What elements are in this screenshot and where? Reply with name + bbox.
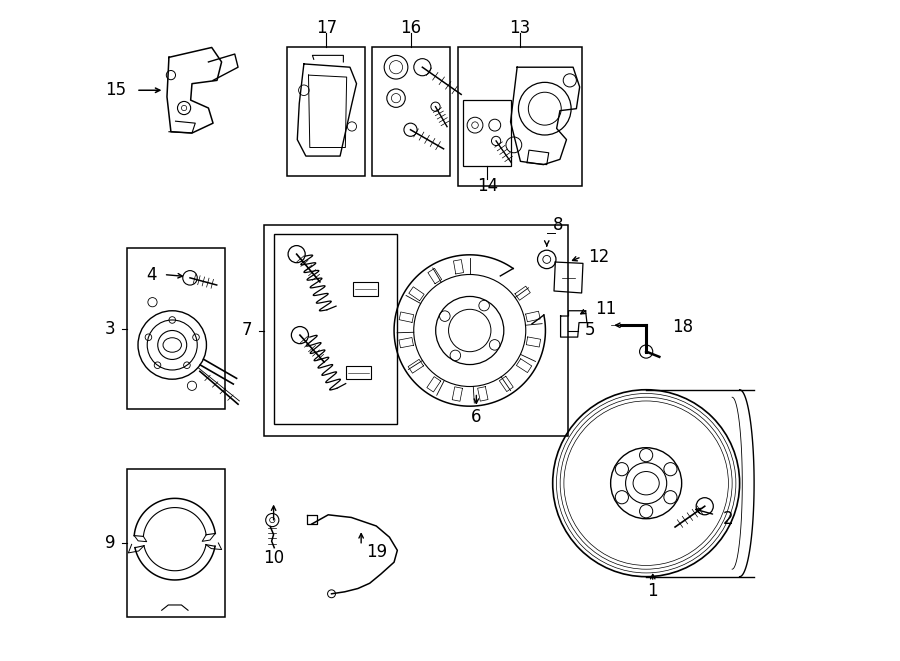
Text: 15: 15 <box>105 81 126 99</box>
Bar <box>128 249 225 409</box>
Bar <box>464 100 511 166</box>
Text: 10: 10 <box>263 549 284 566</box>
Bar <box>458 48 581 186</box>
Bar <box>274 235 397 424</box>
Text: 5: 5 <box>585 321 596 340</box>
Text: 17: 17 <box>316 19 337 37</box>
Text: 13: 13 <box>509 19 530 37</box>
Text: 3: 3 <box>105 320 115 338</box>
Bar <box>346 366 371 379</box>
Text: 2: 2 <box>724 510 733 528</box>
Text: 11: 11 <box>595 301 616 319</box>
Bar <box>265 225 569 436</box>
Text: 12: 12 <box>589 248 609 266</box>
Text: 4: 4 <box>147 266 158 284</box>
Text: 7: 7 <box>242 321 253 340</box>
Bar <box>373 48 450 176</box>
Text: 19: 19 <box>365 543 387 561</box>
Bar <box>128 469 225 617</box>
Text: 6: 6 <box>471 408 482 426</box>
Text: 16: 16 <box>400 19 422 37</box>
Bar <box>287 48 365 176</box>
Text: 14: 14 <box>477 176 498 195</box>
Text: 18: 18 <box>672 317 694 336</box>
Text: 9: 9 <box>105 534 115 552</box>
Bar <box>353 282 378 295</box>
Text: 8: 8 <box>554 216 563 234</box>
Text: 1: 1 <box>647 582 658 600</box>
